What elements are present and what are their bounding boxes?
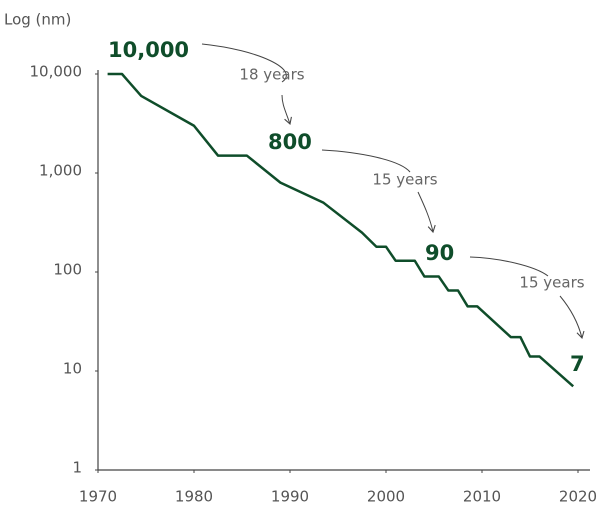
x-tick-label: 2010 — [463, 488, 501, 506]
y-tick-label: 1,000 — [39, 162, 82, 180]
annotation: 15 years — [519, 274, 584, 292]
y-tick-label: 10,000 — [30, 63, 83, 81]
y-axis-label: Log (nm) — [4, 11, 71, 29]
annotation: 15 years — [372, 171, 437, 189]
arrow — [469, 256, 582, 338]
x-tick-label: 2000 — [367, 488, 405, 506]
x-tick-label: 1990 — [271, 488, 309, 506]
annotation: 10,000 — [108, 38, 189, 62]
x-tick-label: 2020 — [559, 488, 597, 506]
annotation: 90 — [425, 241, 454, 265]
y-tick-label: 100 — [53, 261, 82, 279]
annotation: 18 years — [239, 66, 304, 84]
x-tick-label: 1970 — [79, 488, 117, 506]
data-line — [107, 72, 575, 388]
arrow — [201, 43, 290, 124]
annotation: 800 — [268, 130, 312, 154]
annotation: 7 — [570, 352, 585, 376]
x-tick-label: 1980 — [175, 488, 213, 506]
arrow — [321, 149, 433, 232]
y-tick-label: 10 — [63, 360, 82, 378]
y-tick-label: 1 — [72, 459, 82, 477]
